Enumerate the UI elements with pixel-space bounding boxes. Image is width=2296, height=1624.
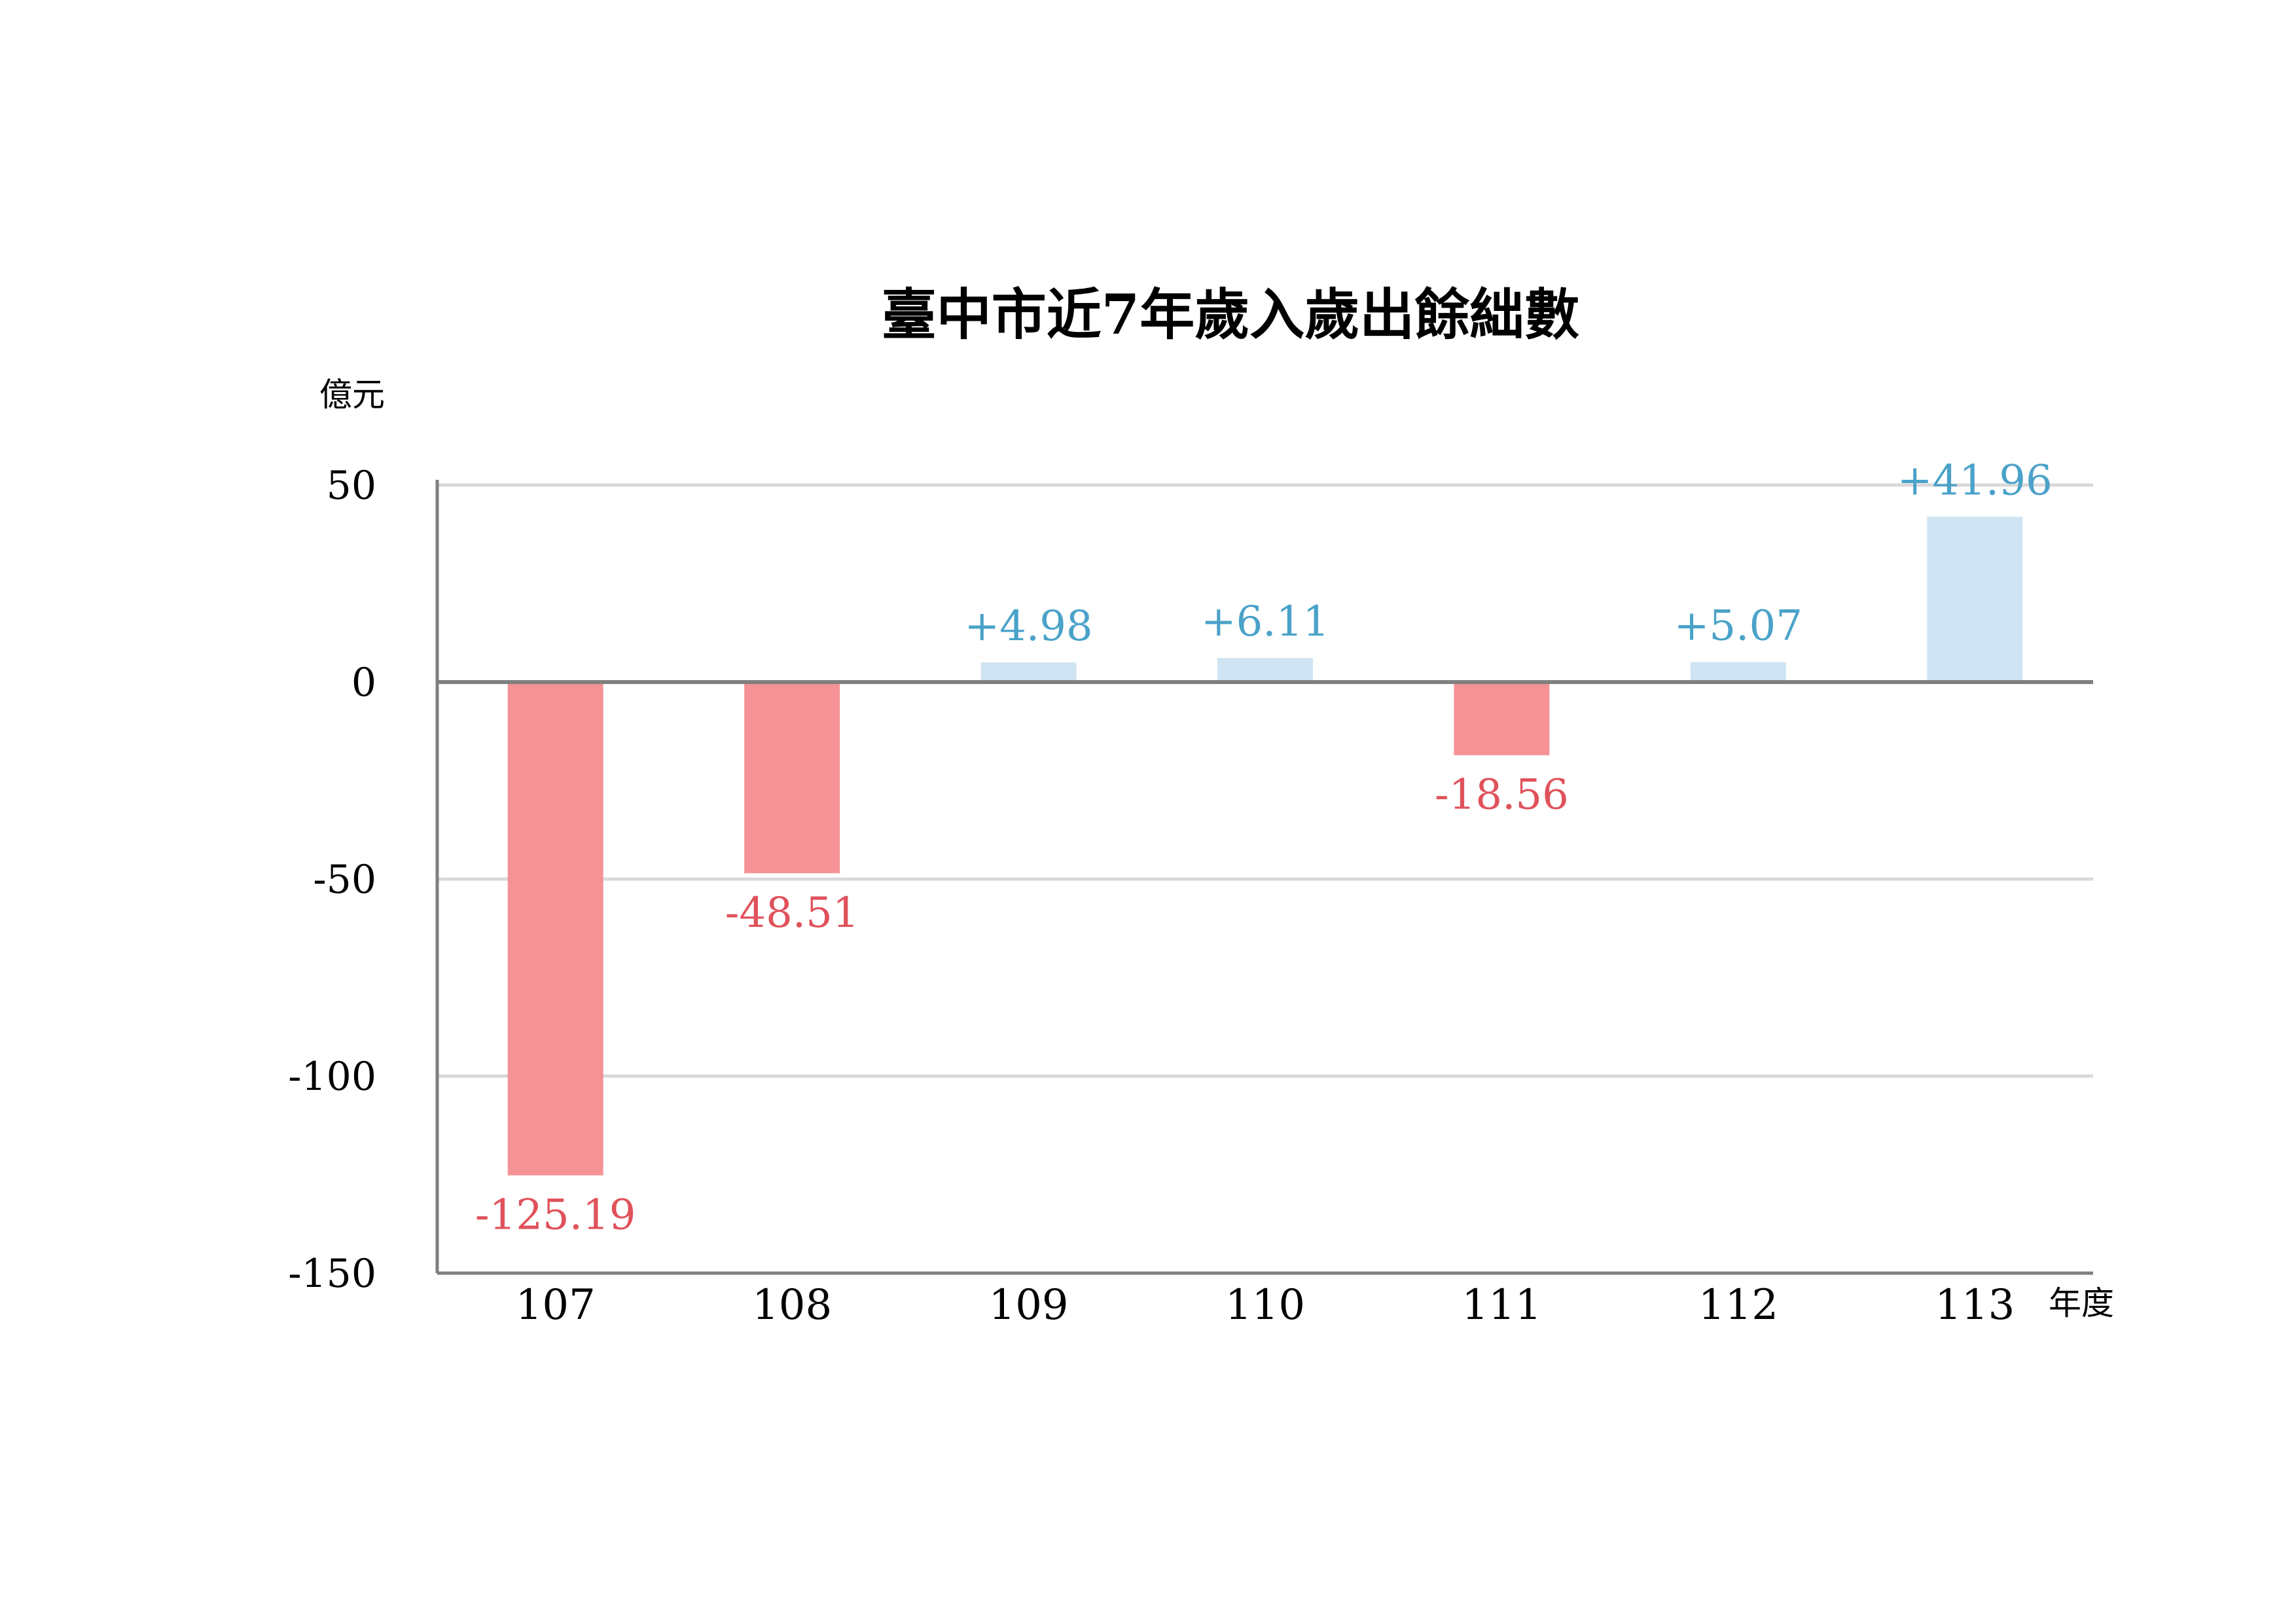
y-tick-label: -50 [313,857,376,903]
x-tick-label: 108 [752,1281,832,1329]
data-label: +5.07 [1674,602,1803,650]
data-label: -18.56 [1435,771,1569,820]
y-tick-label: 50 [327,463,376,509]
x-tick-label: 109 [988,1281,1068,1329]
x-tick-label: 110 [1225,1281,1305,1329]
bar [1217,658,1313,682]
bar [744,682,840,874]
data-label: +41.96 [1897,456,2053,505]
bar [1690,662,1786,682]
tick-labels: 50 0 -50 -100 -150 107 108 109 110 111 112 113 [288,463,2015,1329]
data-label: -125.19 [475,1191,636,1240]
data-label: +4.98 [965,602,1093,651]
chart-title: 臺中市近7年歲入歲出餘絀數 [882,282,1579,347]
y-tick-label: -100 [288,1054,376,1100]
x-tick-label: 107 [516,1281,596,1329]
y-tick-label: 0 [351,660,376,706]
x-tick-label: 112 [1698,1281,1778,1329]
x-axis-unit: 年度 [2049,1284,2114,1322]
data-label: +6.11 [1201,598,1329,646]
bar [1927,516,2023,682]
bar [1454,682,1550,755]
y-axis-unit: 億元 [319,376,385,414]
x-tick-label: 111 [1462,1281,1541,1329]
y-tick-label: -150 [288,1251,376,1297]
bar [980,662,1077,682]
data-label: -48.51 [725,889,859,937]
x-tick-label: 113 [1935,1281,2015,1329]
axes [435,480,2093,1275]
bars [507,516,2023,1176]
bar [507,682,603,1176]
data-labels: -125.19 -48.51 +4.98 +6.11 -18.56 +5.07 +41.96 [475,456,2053,1239]
